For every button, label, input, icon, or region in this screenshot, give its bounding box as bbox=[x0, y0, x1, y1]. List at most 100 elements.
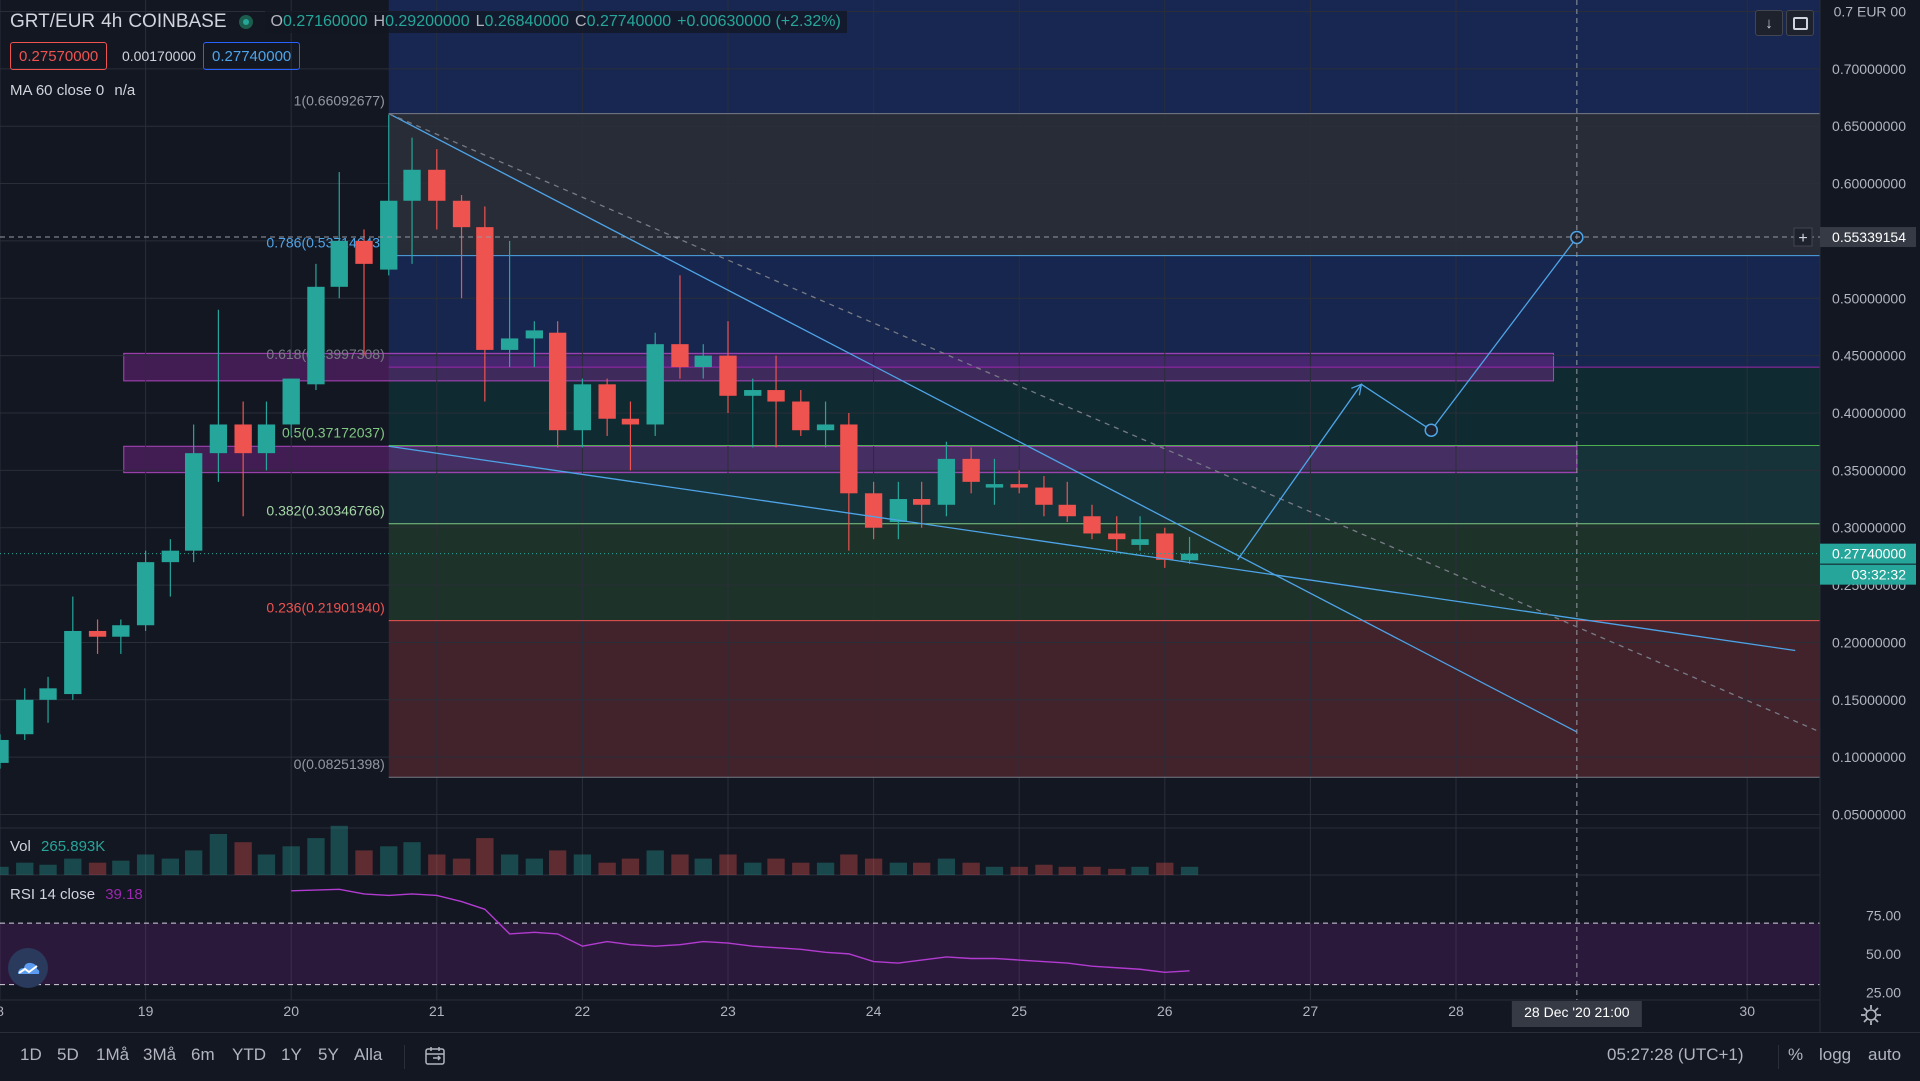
candle-body bbox=[646, 344, 664, 425]
candle-body bbox=[864, 493, 883, 528]
volume-bar bbox=[767, 858, 785, 875]
volume-bar bbox=[307, 838, 325, 875]
fib-level-label: 0.618(0.43997308) bbox=[266, 346, 384, 362]
volume-bar bbox=[136, 854, 155, 875]
candle-body bbox=[500, 338, 519, 350]
candle-body bbox=[1156, 533, 1174, 560]
fullscreen-button[interactable] bbox=[1786, 10, 1814, 36]
support-trendline[interactable] bbox=[388, 445, 1796, 652]
tradingview-logo-button[interactable] bbox=[8, 948, 48, 988]
range-6m[interactable]: 6m bbox=[191, 1045, 215, 1064]
descending-trendline[interactable] bbox=[388, 112, 1578, 733]
fib-level-label: 0(0.08251398) bbox=[294, 756, 385, 772]
price-tick-label: 0.20000000 bbox=[1832, 634, 1906, 650]
price-tick-label: 0.30000000 bbox=[1832, 520, 1906, 536]
anchor-handle[interactable] bbox=[1424, 423, 1438, 437]
low-key: L bbox=[475, 13, 485, 30]
divider bbox=[404, 1045, 405, 1069]
close-key: C bbox=[575, 13, 587, 30]
volume-bar bbox=[744, 862, 762, 875]
volume-bar bbox=[1083, 866, 1101, 875]
candle-body bbox=[0, 739, 9, 763]
interval-label[interactable]: 4h bbox=[101, 11, 123, 32]
time-tick-label: 21 bbox=[429, 1003, 445, 1019]
rsi-legend[interactable]: RSI 14 close 39.18 bbox=[10, 886, 143, 903]
timezone-clock[interactable]: 05:27:28 (UTC+1) bbox=[1607, 1045, 1744, 1064]
volume-legend[interactable]: Vol 265.893K bbox=[10, 838, 105, 855]
candle-body bbox=[452, 200, 471, 228]
volume-label: Vol bbox=[10, 838, 31, 855]
time-tick-label: 8 bbox=[0, 1003, 4, 1019]
rsi-label: RSI 14 close bbox=[10, 886, 96, 903]
crosshair-price-text: 0.55339154 bbox=[1832, 229, 1906, 245]
rsi-line bbox=[291, 888, 1190, 974]
auto-toggle[interactable]: auto bbox=[1868, 1045, 1902, 1064]
candlestick-series bbox=[0, 114, 1199, 769]
volume-bar bbox=[985, 866, 1004, 875]
ma-value: n/a bbox=[114, 82, 136, 99]
range-all[interactable]: Alla bbox=[354, 1045, 383, 1064]
candle-body bbox=[573, 384, 592, 431]
countdown-tag bbox=[1820, 564, 1916, 585]
bid-value: 0.27570000 bbox=[19, 47, 99, 65]
fib-level-label: 0.236(0.21901940) bbox=[266, 600, 384, 616]
open-value: 0.27160000 bbox=[282, 13, 368, 30]
sell-price-button[interactable]: 0.27570000 bbox=[10, 42, 108, 70]
volume-bar bbox=[962, 862, 980, 875]
volume-bar bbox=[500, 854, 519, 875]
candle-body bbox=[282, 378, 300, 425]
range-5d[interactable]: 5D bbox=[57, 1045, 79, 1064]
range-5y[interactable]: 5Y bbox=[318, 1045, 339, 1064]
candle-body bbox=[840, 424, 858, 494]
time-tick-label: 27 bbox=[1303, 1003, 1319, 1019]
trendline-drawings[interactable] bbox=[388, 112, 1821, 733]
candle-body bbox=[403, 169, 421, 201]
volume-bar bbox=[548, 850, 567, 875]
fib-retracement[interactable]: 1(0.66092677) 0.786(0.53714643) 0.618(0.43… bbox=[266, 93, 1820, 778]
candle-body bbox=[380, 200, 398, 270]
range-1y[interactable]: 1Y bbox=[281, 1045, 302, 1064]
time-tick-label: 22 bbox=[575, 1003, 591, 1019]
goto-date-button[interactable] bbox=[424, 1045, 446, 1072]
time-tick-label: 28 bbox=[1448, 1003, 1464, 1019]
volume-bar bbox=[1010, 866, 1028, 875]
exchange-label: COINBASE bbox=[128, 11, 227, 32]
candle-body bbox=[985, 484, 1004, 488]
crosshair-time-text: 28 Dec '20 21:00 bbox=[1524, 1004, 1630, 1020]
volume-bar bbox=[792, 862, 810, 875]
open-key: O bbox=[270, 13, 283, 30]
price-tick-label: 0.70000000 bbox=[1832, 61, 1906, 77]
high-value: 0.29200000 bbox=[385, 13, 470, 30]
arrow-head bbox=[1351, 383, 1363, 396]
volume-bar bbox=[112, 860, 130, 875]
percent-toggle[interactable]: % bbox=[1788, 1045, 1804, 1064]
ma-legend[interactable]: MA 60 close 0 n/a bbox=[10, 82, 135, 99]
fib-fill-band bbox=[388, 113, 1821, 256]
current-price-tag bbox=[1820, 543, 1916, 564]
projection-path[interactable] bbox=[1237, 237, 1578, 561]
volume-bar bbox=[1058, 866, 1076, 875]
range-1d[interactable]: 1D bbox=[20, 1045, 42, 1064]
price-tick-label: 0.10000000 bbox=[1832, 749, 1906, 765]
download-button[interactable]: ↓ bbox=[1755, 10, 1783, 36]
buy-price-button[interactable]: 0.27740000 bbox=[203, 42, 301, 70]
range-1m[interactable]: 1Må bbox=[96, 1045, 130, 1064]
fib-fill-band bbox=[388, 523, 1821, 621]
chart-settings-button[interactable] bbox=[1860, 1004, 1882, 1026]
candle-body bbox=[88, 630, 107, 637]
symbol-name[interactable]: GRT/EUR bbox=[10, 11, 96, 32]
candle-body bbox=[1035, 487, 1053, 505]
price-tick-label: 0.35000000 bbox=[1832, 462, 1906, 478]
volume-bar bbox=[282, 846, 300, 875]
add-alert-button[interactable] bbox=[1793, 227, 1813, 247]
crosshair-time-tag bbox=[1511, 1001, 1642, 1027]
candle-body bbox=[16, 699, 34, 735]
range-3m[interactable]: 3Må bbox=[143, 1045, 177, 1064]
candle-body bbox=[161, 550, 180, 563]
volume-bar bbox=[573, 854, 592, 875]
range-ytd[interactable]: YTD bbox=[232, 1045, 266, 1064]
volume-bar bbox=[257, 854, 276, 875]
log-toggle[interactable]: logg bbox=[1819, 1045, 1852, 1064]
